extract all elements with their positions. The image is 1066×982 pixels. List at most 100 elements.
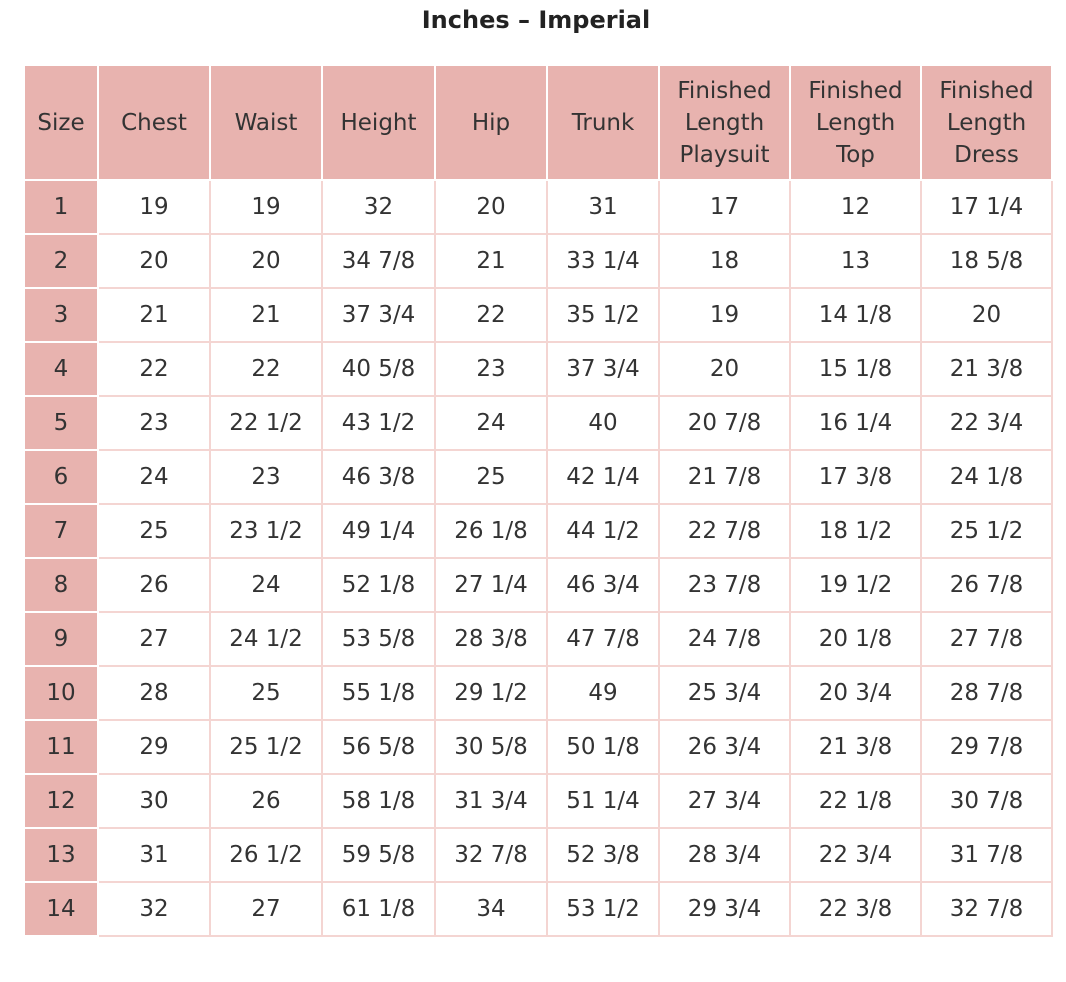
table-row: 2 20 20 34 7/8 21 33 1/4 18 13 18 5/8 [23,233,1053,289]
table-cell: 26 3/4 [658,719,791,775]
table-cell: 58 1/8 [321,773,436,829]
table-cell: 20 7/8 [658,395,791,451]
table-row: 9 27 24 1/2 53 5/8 28 3/8 47 7/8 24 7/8 20 1/8 2… [23,611,1053,667]
table-cell: 25 1/2 [920,503,1053,559]
header-cell: Trunk [546,64,660,181]
table-cell: 22 7/8 [658,503,791,559]
table-cell: 27 [209,881,323,937]
size-cell: 9 [23,611,99,667]
table-cell: 20 [97,233,211,289]
table-cell: 23 [434,341,548,397]
header-text: Height [340,109,417,136]
table-cell: 29 3/4 [658,881,791,937]
table-cell: 25 [209,665,323,721]
size-cell: 5 [23,395,99,451]
size-cell: 1 [23,179,99,235]
table-cell: 29 7/8 [920,719,1053,775]
table-cell: 21 [434,233,548,289]
table-cell: 26 [97,557,211,613]
table-cell: 32 7/8 [920,881,1053,937]
table-cell: 52 3/8 [546,827,660,883]
table-cell: 30 [97,773,211,829]
table-cell: 22 3/4 [920,395,1053,451]
table-cell: 20 [209,233,323,289]
header-row: Size Chest Waist Height Hip Trunk Finished Leng… [23,64,1053,181]
size-cell: 10 [23,665,99,721]
header-cell: Finished Length Top [789,64,922,181]
table-cell: 50 1/8 [546,719,660,775]
size-cell: 4 [23,341,99,397]
header-text: Waist [234,109,298,136]
table-cell: 24 [434,395,548,451]
size-cell: 6 [23,449,99,505]
table-cell: 44 1/2 [546,503,660,559]
header-text: Finished [677,77,772,104]
table-cell: 29 1/2 [434,665,548,721]
table-cell: 22 1/2 [209,395,323,451]
size-cell: 13 [23,827,99,883]
table-cell: 26 7/8 [920,557,1053,613]
table-body: 1 19 19 32 20 31 17 12 17 1/4 2 20 20 34 7/8 21 33 1/4… [23,179,1053,937]
size-cell: 8 [23,557,99,613]
table-cell: 25 1/2 [209,719,323,775]
table-cell: 21 3/8 [789,719,922,775]
table-cell: 22 1/8 [789,773,922,829]
table-cell: 26 1/8 [434,503,548,559]
table-cell: 13 [789,233,922,289]
table-cell: 27 7/8 [920,611,1053,667]
table-cell: 26 1/2 [209,827,323,883]
table-cell: 40 [546,395,660,451]
header-text: Length [815,109,896,136]
table-cell: 14 1/8 [789,287,922,343]
table-cell: 46 3/8 [321,449,436,505]
table-cell: 28 3/8 [434,611,548,667]
table-cell: 46 3/4 [546,557,660,613]
header-cell: Finished Length Playsuit [658,64,791,181]
table-cell: 15 1/8 [789,341,922,397]
table-cell: 28 3/4 [658,827,791,883]
table-cell: 25 [434,449,548,505]
header-text: Trunk [571,109,635,136]
table-row: 5 23 22 1/2 43 1/2 24 40 20 7/8 16 1/4 22 3/4 [23,395,1053,451]
table-cell: 17 [658,179,791,235]
header-text: Top [836,141,875,168]
table-cell: 31 [97,827,211,883]
table-cell: 53 5/8 [321,611,436,667]
table-cell: 55 1/8 [321,665,436,721]
size-cell: 3 [23,287,99,343]
size-table: Size Chest Waist Height Hip Trunk Finished Leng… [23,64,1053,937]
table-cell: 24 1/2 [209,611,323,667]
table-row: 13 31 26 1/2 59 5/8 32 7/8 52 3/8 28 3/4 22 3/4… [23,827,1053,883]
table-cell: 17 3/8 [789,449,922,505]
table-row: 7 25 23 1/2 49 1/4 26 1/8 44 1/2 22 7/8 18 1/2 2… [23,503,1053,559]
table-cell: 37 3/4 [546,341,660,397]
table-cell: 27 3/4 [658,773,791,829]
table-cell: 20 [434,179,548,235]
size-cell: 14 [23,881,99,937]
header-text: Finished [939,77,1034,104]
table-cell: 29 [97,719,211,775]
header-cell: Finished Length Dress [920,64,1053,181]
table-cell: 19 [97,179,211,235]
table-cell: 21 [209,287,323,343]
table-cell: 19 1/2 [789,557,922,613]
table-cell: 22 3/8 [789,881,922,937]
table-cell: 28 7/8 [920,665,1053,721]
table-cell: 49 1/4 [321,503,436,559]
table-cell: 23 [209,449,323,505]
table-cell: 19 [658,287,791,343]
table-cell: 22 [434,287,548,343]
header-cell: Size [23,64,99,181]
table-cell: 31 [546,179,660,235]
table-cell: 30 5/8 [434,719,548,775]
table-cell: 24 [209,557,323,613]
header-cell: Waist [209,64,323,181]
table-cell: 31 7/8 [920,827,1053,883]
table-row: 14 32 27 61 1/8 34 53 1/2 29 3/4 22 3/8 32 7/8 [23,881,1053,937]
table-cell: 19 [209,179,323,235]
table-cell: 27 [97,611,211,667]
header-cell: Chest [97,64,211,181]
table-row: 10 28 25 55 1/8 29 1/2 49 25 3/4 20 3/4 28 7/8 [23,665,1053,721]
table-cell: 25 [97,503,211,559]
size-cell: 2 [23,233,99,289]
